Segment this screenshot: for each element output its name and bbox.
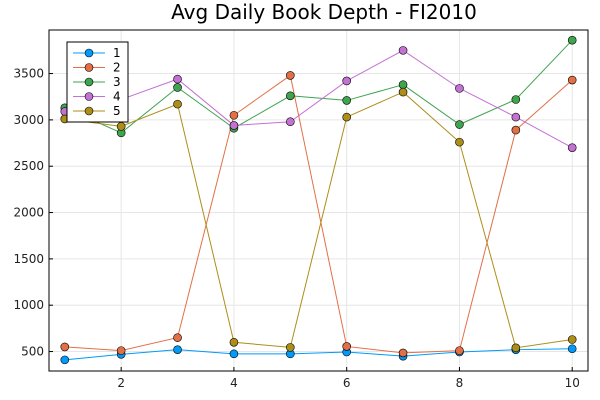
data-point <box>60 355 70 365</box>
data-point <box>511 343 521 353</box>
series-line-1 <box>64 348 573 361</box>
data-point <box>342 96 351 105</box>
data-point <box>286 117 295 127</box>
data-point <box>286 91 295 101</box>
data-point <box>173 74 182 84</box>
legend-item: 4 <box>73 90 121 104</box>
data-point <box>342 76 351 86</box>
series-2 <box>60 71 577 358</box>
data-point <box>511 112 521 122</box>
legend-item: 1 <box>73 46 121 60</box>
legend-item: 2 <box>73 61 121 75</box>
legend-label: 3 <box>113 75 121 89</box>
data-point <box>60 342 70 352</box>
y-tick-label: 1000 <box>13 298 44 312</box>
data-point <box>286 71 295 80</box>
data-point <box>398 46 408 55</box>
data-point <box>455 84 464 93</box>
data-point <box>567 344 577 354</box>
legend-marker <box>84 92 94 101</box>
legend-label: 4 <box>113 90 121 104</box>
legend-marker <box>84 48 94 58</box>
data-point <box>567 35 577 45</box>
data-point <box>229 121 239 130</box>
data-point <box>116 122 126 131</box>
series-line-2 <box>64 74 573 354</box>
data-point <box>455 346 464 355</box>
x-tick-label: 10 <box>565 376 580 390</box>
legend-item: 3 <box>73 75 121 89</box>
x-tick-label: 8 <box>456 376 464 390</box>
data-point <box>229 110 239 120</box>
chart-title: Avg Daily Book Depth - FI2010 <box>171 0 477 24</box>
series-1 <box>60 344 577 365</box>
data-point <box>342 342 351 351</box>
tick-layer: 2 4 6 8 10 500 1000 1500 2000 2500 3000 3500 <box>13 67 579 390</box>
data-point <box>116 346 126 355</box>
data-point <box>173 99 182 109</box>
data-point <box>173 345 182 354</box>
legend-label: 2 <box>113 61 121 75</box>
x-tick-label: 2 <box>117 376 125 390</box>
data-point <box>398 87 408 97</box>
plot-frame <box>48 29 589 372</box>
x-tick-label: 4 <box>230 376 238 390</box>
data-point <box>173 83 182 92</box>
legend-marker <box>84 106 94 116</box>
data-point <box>455 137 464 147</box>
data-point <box>173 333 182 342</box>
legend-label: 1 <box>113 46 121 60</box>
data-point <box>511 95 521 104</box>
grid-layer <box>49 30 588 371</box>
data-point <box>229 349 239 359</box>
series-layer <box>60 35 577 365</box>
legend-label: 5 <box>113 104 121 118</box>
series-5 <box>60 87 577 353</box>
data-point <box>286 343 295 352</box>
data-point <box>567 75 577 85</box>
data-point <box>455 120 464 129</box>
series-line-5 <box>64 91 573 349</box>
data-point <box>229 337 239 347</box>
series-3 <box>60 35 577 138</box>
y-tick-label: 1500 <box>13 252 44 266</box>
series-4 <box>60 46 577 152</box>
series-line-3 <box>64 39 573 134</box>
y-tick-label: 3000 <box>13 113 44 127</box>
legend-marker <box>84 77 94 87</box>
legend-item: 5 <box>73 104 121 118</box>
data-point <box>398 80 408 89</box>
legend-marker <box>84 63 94 72</box>
y-tick-label: 2500 <box>13 159 44 173</box>
series-line-4 <box>64 49 573 149</box>
y-tick-label: 3500 <box>13 67 44 81</box>
x-tick-label: 6 <box>343 376 351 390</box>
data-point <box>567 143 577 152</box>
data-point <box>567 335 577 344</box>
data-point <box>342 112 351 122</box>
y-tick-label: 500 <box>21 345 44 359</box>
data-point <box>511 125 521 135</box>
y-tick-label: 2000 <box>13 206 44 220</box>
data-point <box>398 348 408 358</box>
